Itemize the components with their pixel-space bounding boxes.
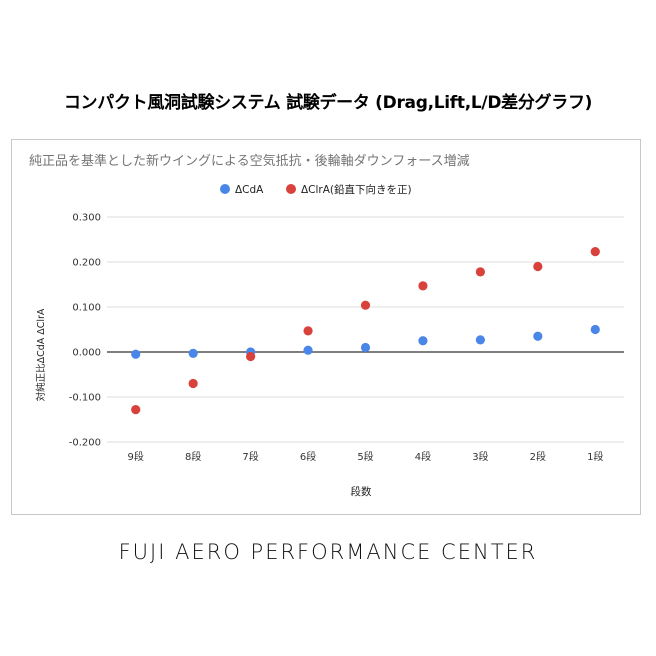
x-axis-label: 段数 <box>351 485 372 498</box>
data-points <box>131 247 600 415</box>
x-tick-label: 7段 <box>242 450 258 463</box>
legend-label-clra: ΔClrA(鉛直下向きを正) <box>301 183 412 196</box>
legend-marker-cda <box>220 184 230 194</box>
data-point-cda <box>188 348 198 358</box>
page-title: コンパクト風洞試験システム 試験データ (Drag,Lift,L/D差分グラフ) <box>63 93 593 113</box>
legend-label-cda: ΔCdA <box>235 184 264 196</box>
data-point-cda <box>475 335 485 345</box>
data-point-cda <box>303 345 313 355</box>
footer-brand: FUJI AERO PERFORMANCE CENTER <box>118 540 538 564</box>
y-tick-label: 0.000 <box>72 348 101 359</box>
data-point-clra <box>131 405 141 415</box>
x-tick-label: 4段 <box>415 450 431 463</box>
data-point-clra <box>303 326 313 336</box>
chart-svg: 純正品を基準とした新ウイングによる空気抵抗・後輪軸ダウンフォース増減 ΔCdA … <box>29 153 624 498</box>
x-tick-label: 1段 <box>587 450 603 463</box>
y-tick-label: -0.200 <box>69 438 101 449</box>
data-point-clra <box>418 281 428 291</box>
x-axis-ticks: 9段 8段 7段 6段 5段 4段 3段 2段 1段 <box>128 450 604 463</box>
y-tick-label: 0.200 <box>72 258 101 269</box>
data-point-clra <box>533 261 543 272</box>
chart-frame: 純正品を基準とした新ウイングによる空気抵抗・後輪軸ダウンフォース増減 ΔCdA … <box>11 139 641 515</box>
data-point-clra <box>246 351 256 362</box>
x-tick-label: 5段 <box>357 450 373 463</box>
data-point-clra <box>475 267 485 277</box>
data-point-cda <box>418 336 428 346</box>
data-point-cda <box>360 342 371 353</box>
data-point-clra <box>188 378 198 389</box>
data-point-clra <box>590 247 600 257</box>
x-tick-label: 2段 <box>530 450 546 463</box>
x-tick-label: 8段 <box>185 450 201 463</box>
grid <box>107 216 624 443</box>
y-tick-label: -0.100 <box>69 393 101 404</box>
chart-title: 純正品を基準とした新ウイングによる空気抵抗・後輪軸ダウンフォース増減 <box>29 153 470 169</box>
data-point-cda <box>131 349 141 359</box>
data-point-clra <box>360 300 371 310</box>
y-tick-label: 0.100 <box>72 303 101 314</box>
legend-marker-clra <box>286 184 296 194</box>
data-point-cda <box>533 331 543 341</box>
x-tick-label: 3段 <box>472 450 488 463</box>
y-axis-label: 対純正比ΔCdA ΔClrA <box>35 308 47 401</box>
data-point-cda <box>590 324 600 335</box>
x-tick-label: 9段 <box>128 450 144 463</box>
x-tick-label: 6段 <box>300 450 316 463</box>
legend: ΔCdA ΔClrA(鉛直下向きを正) <box>220 183 412 196</box>
y-axis-ticks: 0.300 0.200 0.100 0.000 -0.100 -0.200 <box>69 213 101 449</box>
y-tick-label: 0.300 <box>72 213 101 224</box>
